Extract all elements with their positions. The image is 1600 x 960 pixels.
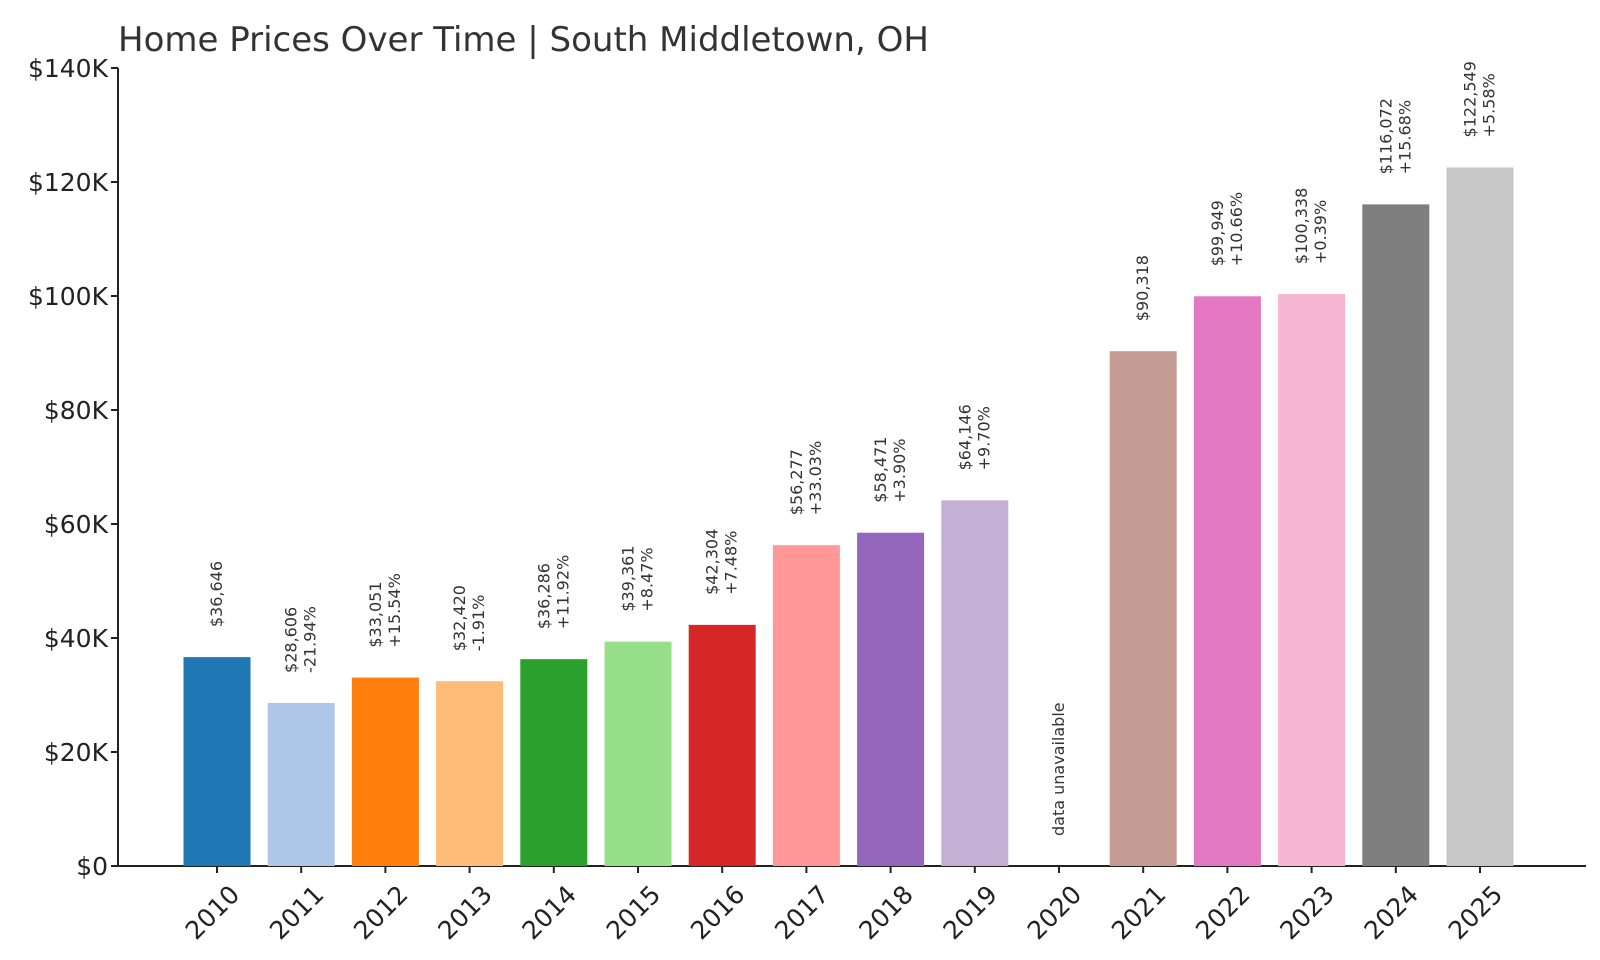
bar-2011 (267, 702, 335, 866)
value-label-2023: $100,338 (1292, 188, 1311, 264)
change-label-2013: -1.91% (469, 595, 488, 652)
value-label-2011: $28,606 (282, 607, 301, 673)
x-tick-label-2023: 2023 (1274, 880, 1339, 945)
change-label-2023: +0.39% (1311, 200, 1330, 264)
x-tick-label-2024: 2024 (1359, 880, 1424, 945)
y-tick-label: $120K (28, 168, 109, 197)
chart-title: Home Prices Over Time | South Middletown… (118, 20, 929, 60)
change-label-2014: +11.92% (553, 555, 572, 629)
change-label-2024: +15.68% (1395, 100, 1414, 174)
x-tick-label-2017: 2017 (769, 880, 834, 945)
x-axis-ticks: 2010 2011 2012 2013 2014 2015 2016 2017 2018 2019… (180, 866, 1508, 945)
change-label-2025: +5.58% (1480, 73, 1499, 137)
value-label-2016: $42,304 (703, 529, 722, 595)
bar-2016 (688, 624, 756, 866)
bar-2024 (1362, 204, 1430, 867)
bar-2015 (604, 641, 672, 866)
change-label-2015: +8.47% (638, 547, 657, 611)
x-tick-label-2020: 2020 (1022, 880, 1087, 945)
value-label-2013: $32,420 (450, 585, 469, 651)
value-label-2024: $116,072 (1376, 98, 1395, 174)
x-tick-label-2015: 2015 (601, 880, 666, 945)
change-label-2019: +9.70% (974, 406, 993, 470)
value-label-2014: $36,286 (534, 563, 553, 629)
change-label-2012: +15.54% (385, 573, 404, 647)
x-tick-label-2013: 2013 (432, 880, 497, 945)
bar-2018 (857, 532, 925, 866)
bar-2025 (1446, 167, 1514, 866)
x-tick-label-2018: 2018 (853, 880, 918, 945)
y-axis-ticks: $0 $20K $40K $60K $80K $100K $120K $140K (28, 54, 118, 881)
bar-2017 (772, 545, 840, 866)
x-tick-label-2010: 2010 (180, 880, 245, 945)
x-tick-label-2021: 2021 (1106, 880, 1171, 945)
x-tick-label-2012: 2012 (348, 880, 413, 945)
bar-2019 (941, 500, 1009, 866)
bar-2021 (1109, 351, 1177, 867)
bar-2012 (351, 677, 419, 866)
x-tick-label-2011: 2011 (264, 880, 329, 945)
change-label-2018: +3.90% (890, 438, 909, 502)
change-label-2016: +7.48% (722, 531, 741, 595)
y-tick-label: $0 (76, 852, 108, 881)
value-label-2025: $122,549 (1461, 61, 1480, 137)
x-tick-label-2016: 2016 (685, 880, 750, 945)
bar-2014 (520, 659, 588, 866)
bar-2023 (1278, 294, 1346, 867)
y-tick-label: $60K (44, 510, 109, 539)
value-label-2012: $33,051 (366, 581, 385, 647)
change-label-2011: -21.94% (301, 606, 320, 673)
x-tick-label-2014: 2014 (517, 880, 582, 945)
value-label-2021: $90,318 (1133, 255, 1152, 321)
value-label-2017: $56,277 (787, 449, 806, 515)
bar-2013 (436, 681, 504, 866)
y-tick-label: $20K (44, 738, 109, 767)
y-tick-label: $140K (28, 54, 109, 83)
y-tick-label: $100K (28, 282, 109, 311)
value-label-2019: $64,146 (955, 404, 974, 470)
value-label-2020: data unavailable (1049, 702, 1068, 836)
x-tick-label-2019: 2019 (938, 880, 1003, 945)
y-tick-label: $80K (44, 396, 109, 425)
value-label-2010: $36,646 (207, 561, 226, 627)
change-label-2022: +10.66% (1227, 192, 1246, 266)
x-tick-label-2022: 2022 (1190, 880, 1255, 945)
bar-labels-group: $36,646 $28,606 -21.94% $33,051 +15.54% $32,4… (207, 61, 1499, 836)
x-tick-label-2025: 2025 (1443, 880, 1508, 945)
change-label-2017: +33.03% (806, 441, 825, 515)
bar-2010 (183, 657, 251, 866)
value-label-2018: $58,471 (871, 437, 890, 503)
bar-2022 (1193, 296, 1261, 866)
y-tick-label: $40K (44, 624, 109, 653)
value-label-2022: $99,949 (1208, 200, 1227, 266)
bars-group (183, 167, 1514, 867)
value-label-2015: $39,361 (619, 545, 638, 611)
